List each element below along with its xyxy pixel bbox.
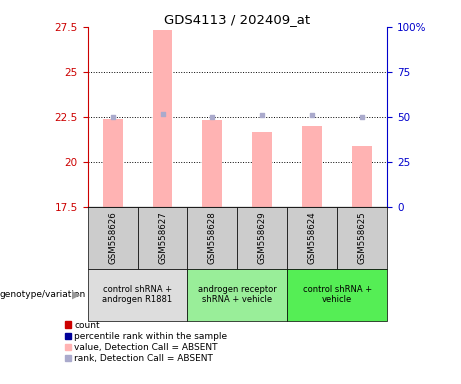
Bar: [188, 269, 287, 321]
Bar: [202, 120, 222, 207]
Bar: [302, 126, 322, 207]
Text: genotype/variation: genotype/variation: [0, 290, 86, 299]
Bar: [137, 207, 188, 269]
Bar: [337, 207, 387, 269]
Bar: [352, 146, 372, 207]
Text: control shRNA +
vehicle: control shRNA + vehicle: [303, 285, 372, 305]
Legend: count, percentile rank within the sample, value, Detection Call = ABSENT, rank, : count, percentile rank within the sample…: [65, 321, 228, 363]
Text: ▶: ▶: [72, 290, 81, 300]
Point: [259, 112, 266, 118]
Text: GSM558625: GSM558625: [358, 212, 367, 265]
Text: GSM558628: GSM558628: [208, 212, 217, 265]
Point: [209, 114, 216, 120]
Text: GSM558624: GSM558624: [308, 212, 317, 265]
Text: GSM558629: GSM558629: [258, 212, 267, 265]
Text: GSM558626: GSM558626: [108, 212, 117, 265]
Point: [159, 111, 166, 117]
Text: GSM558627: GSM558627: [158, 212, 167, 265]
Point: [308, 112, 316, 118]
Bar: [102, 119, 123, 207]
Bar: [88, 269, 188, 321]
Text: androgen receptor
shRNA + vehicle: androgen receptor shRNA + vehicle: [198, 285, 277, 305]
Bar: [188, 207, 237, 269]
Bar: [237, 207, 287, 269]
Text: control shRNA +
androgen R1881: control shRNA + androgen R1881: [102, 285, 172, 305]
Bar: [88, 207, 137, 269]
Bar: [153, 30, 172, 207]
Title: GDS4113 / 202409_at: GDS4113 / 202409_at: [165, 13, 310, 26]
Bar: [287, 207, 337, 269]
Point: [359, 114, 366, 120]
Point: [109, 114, 116, 120]
Bar: [287, 269, 387, 321]
Bar: [252, 132, 272, 207]
